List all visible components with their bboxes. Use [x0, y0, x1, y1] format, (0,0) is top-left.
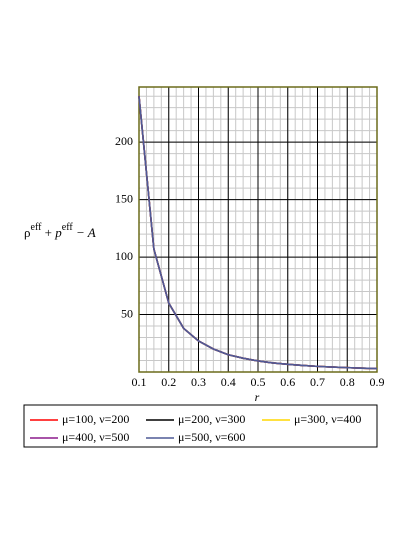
x-tick-label: 0.5	[251, 375, 266, 389]
x-tick-label: 0.1	[132, 375, 147, 389]
line	[138, 96, 378, 370]
legend-box	[23, 404, 378, 448]
x-tick-label: 0.2	[161, 375, 176, 389]
y-axis-label: ρeff + peff − A	[24, 222, 96, 240]
x-tick-label: 0.6	[280, 375, 295, 389]
y-tick-label: 50	[121, 306, 133, 320]
x-tick-label: 0.9	[370, 375, 385, 389]
legend-label: μ=300, ν=400	[294, 412, 361, 426]
y-axis-label-part: +	[41, 225, 55, 240]
x-axis-label: r	[255, 390, 260, 404]
y-tick-label: 200	[115, 134, 133, 148]
y-tick-label: 150	[115, 191, 133, 205]
x-tick-label: 0.4	[221, 375, 236, 389]
y-axis-label-part: eff	[31, 222, 43, 233]
legend-label: μ=400, ν=500	[62, 430, 129, 444]
y-axis-label-part: − A	[73, 225, 96, 240]
y-axis-label-part: eff	[62, 222, 74, 233]
legend-label: μ=500, ν=600	[178, 430, 245, 444]
x-tick-label: 0.7	[310, 375, 325, 389]
y-axis-label-part: p	[54, 225, 62, 240]
x-tick-label: 0.8	[340, 375, 355, 389]
legend-label: μ=200, ν=300	[178, 412, 245, 426]
x-tick-label: 0.3	[191, 375, 206, 389]
y-tick-label: 100	[115, 249, 133, 263]
plot-frame	[138, 86, 378, 373]
legend-label: μ=100, ν=200	[62, 412, 129, 426]
y-axis-label-part: ρ	[24, 225, 31, 240]
